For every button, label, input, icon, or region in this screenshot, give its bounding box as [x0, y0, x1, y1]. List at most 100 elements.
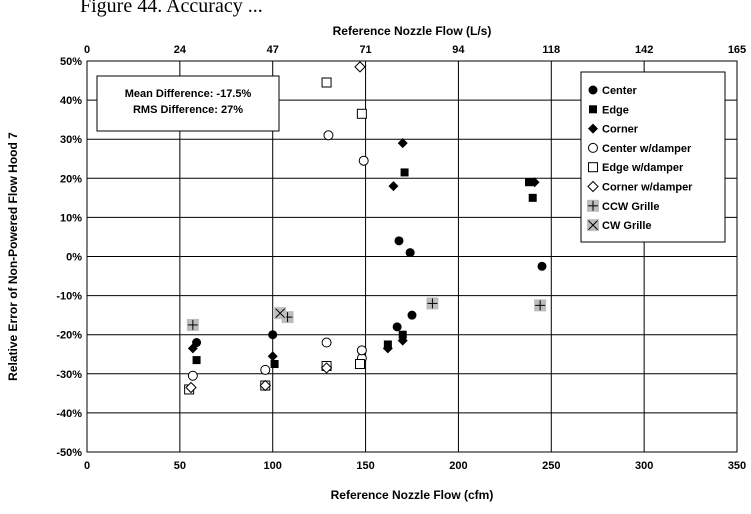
point-edge-w-damper [356, 108, 367, 119]
point-edge [400, 168, 409, 177]
stats-box-frame [96, 75, 280, 132]
legend-label: CW Grille [602, 220, 652, 232]
x2-tick-label: 0 [84, 44, 90, 56]
legend-item-center-w-damper: Center w/damper [588, 142, 692, 155]
point-corner [187, 343, 198, 354]
point-edge [398, 330, 407, 339]
series-corner-w-damper [185, 61, 366, 394]
point-center [407, 310, 417, 320]
point-center-w-damper [187, 370, 198, 381]
x-tick-label: 150 [356, 460, 374, 472]
legend-label: Corner [602, 124, 639, 136]
y-tick-label: 10% [60, 212, 82, 224]
series-ccw-grille [186, 297, 547, 331]
gridlines [87, 61, 737, 452]
legend: Center Edge Corner Center w/damper Edge w/da… [580, 71, 726, 243]
point-center [392, 322, 402, 332]
x2-axis-title: Reference Nozzle Flow (L/s) [333, 24, 492, 38]
point-ccw-grille [426, 297, 439, 310]
legend-marker-center-w-damper [588, 142, 598, 153]
x2-tick-label: 94 [452, 44, 465, 56]
point-edge [525, 178, 533, 187]
x-tick-label: 100 [264, 460, 282, 472]
series-cw-grille [274, 307, 287, 320]
legend-label: Corner w/damper [602, 182, 693, 194]
point-center-w-damper [356, 345, 367, 356]
point-center [394, 236, 404, 246]
x2-tick-label: 165 [728, 44, 746, 56]
point-ccw-grille [186, 318, 199, 331]
mean-difference-label: Mean Difference: -17.5% [125, 88, 252, 100]
point-corner-w-damper [185, 381, 197, 394]
point-center [268, 330, 278, 340]
x-tick-label: 300 [635, 460, 653, 472]
x-axis-title: Reference Nozzle Flow (cfm) [331, 488, 494, 502]
y-axis-ticks: -50% -40% -30% -20% -10% 0% 10% 20% 30% 40% 50% [56, 56, 82, 459]
x-tick-label: 200 [449, 460, 467, 472]
x2-axis-ticks: 0 24 47 71 94 118 142 165 [84, 44, 746, 56]
point-corner-w-damper [354, 61, 366, 73]
x-axis-ticks: 0 50 100 150 200 250 300 350 [84, 460, 746, 472]
point-corner-w-damper [259, 379, 271, 392]
x2-tick-label: 24 [174, 44, 187, 56]
point-corner [382, 343, 393, 354]
legend-item-center: Center [588, 85, 638, 97]
point-center-w-damper [358, 155, 369, 166]
y-tick-label: -40% [56, 408, 82, 420]
x-tick-label: 50 [174, 460, 186, 472]
series-corner [187, 138, 540, 362]
y-tick-label: -10% [56, 291, 82, 303]
legend-label: Center [602, 85, 638, 97]
legend-item-cw-grille: CW Grille [587, 219, 652, 232]
legend-label: Edge [602, 104, 629, 116]
legend-marker-cw-grille [587, 219, 599, 232]
figure-caption-fragment: Figure 44. Accuracy ... [80, 0, 263, 17]
point-center [405, 248, 415, 258]
y-tick-label: 40% [60, 95, 82, 107]
point-center-w-damper [321, 337, 332, 348]
point-corner [397, 335, 408, 346]
x2-tick-label: 71 [359, 44, 371, 56]
x-tick-label: 350 [728, 460, 746, 472]
legend-marker-corner [588, 123, 598, 134]
point-ccw-grille [534, 299, 547, 312]
x2-tick-label: 142 [635, 44, 653, 56]
legend-marker-ccw-grille [587, 199, 599, 212]
legend-label: Center w/damper [602, 143, 692, 155]
legend-label: CCW Grille [602, 201, 659, 213]
series-center-w-damper [187, 130, 369, 381]
point-corner-w-damper [320, 362, 333, 374]
legend-marker-edge-w-damper [588, 162, 598, 173]
x2-tick-label: 118 [542, 44, 560, 56]
x2-tick-label: 47 [267, 44, 279, 56]
y-tick-label: 30% [60, 134, 82, 146]
y-tick-label: 20% [60, 173, 82, 185]
rms-difference-label: RMS Difference: 27% [133, 104, 243, 116]
legend-item-corner-w-damper: Corner w/damper [587, 180, 693, 194]
point-corner [388, 181, 399, 192]
legend-marker-center [588, 85, 598, 95]
legend-marker-edge [589, 105, 597, 114]
y-axis-title: Relative Error of Non-Powered Flow Hood … [6, 132, 20, 381]
legend-label: Edge w/damper [602, 162, 684, 174]
point-edge [192, 356, 201, 365]
point-cw-grille [274, 307, 287, 320]
x-tick-label: 250 [542, 460, 560, 472]
point-corner [397, 138, 408, 149]
point-edge-w-damper [321, 77, 332, 88]
point-corner [529, 177, 540, 188]
y-tick-label: -30% [56, 369, 82, 381]
legend-item-corner: Corner [588, 123, 639, 136]
point-edge-w-damper [355, 359, 365, 370]
x-tick-label: 0 [84, 460, 90, 472]
legend-frame [580, 71, 726, 243]
y-tick-label: -50% [56, 447, 82, 459]
legend-item-edge-w-damper: Edge w/damper [588, 162, 684, 174]
y-tick-label: -20% [56, 330, 82, 342]
point-edge [528, 193, 537, 202]
point-edge [270, 360, 279, 369]
point-corner [267, 351, 278, 362]
legend-item-ccw-grille: CCW Grille [587, 199, 659, 213]
point-center-w-damper [323, 130, 334, 141]
